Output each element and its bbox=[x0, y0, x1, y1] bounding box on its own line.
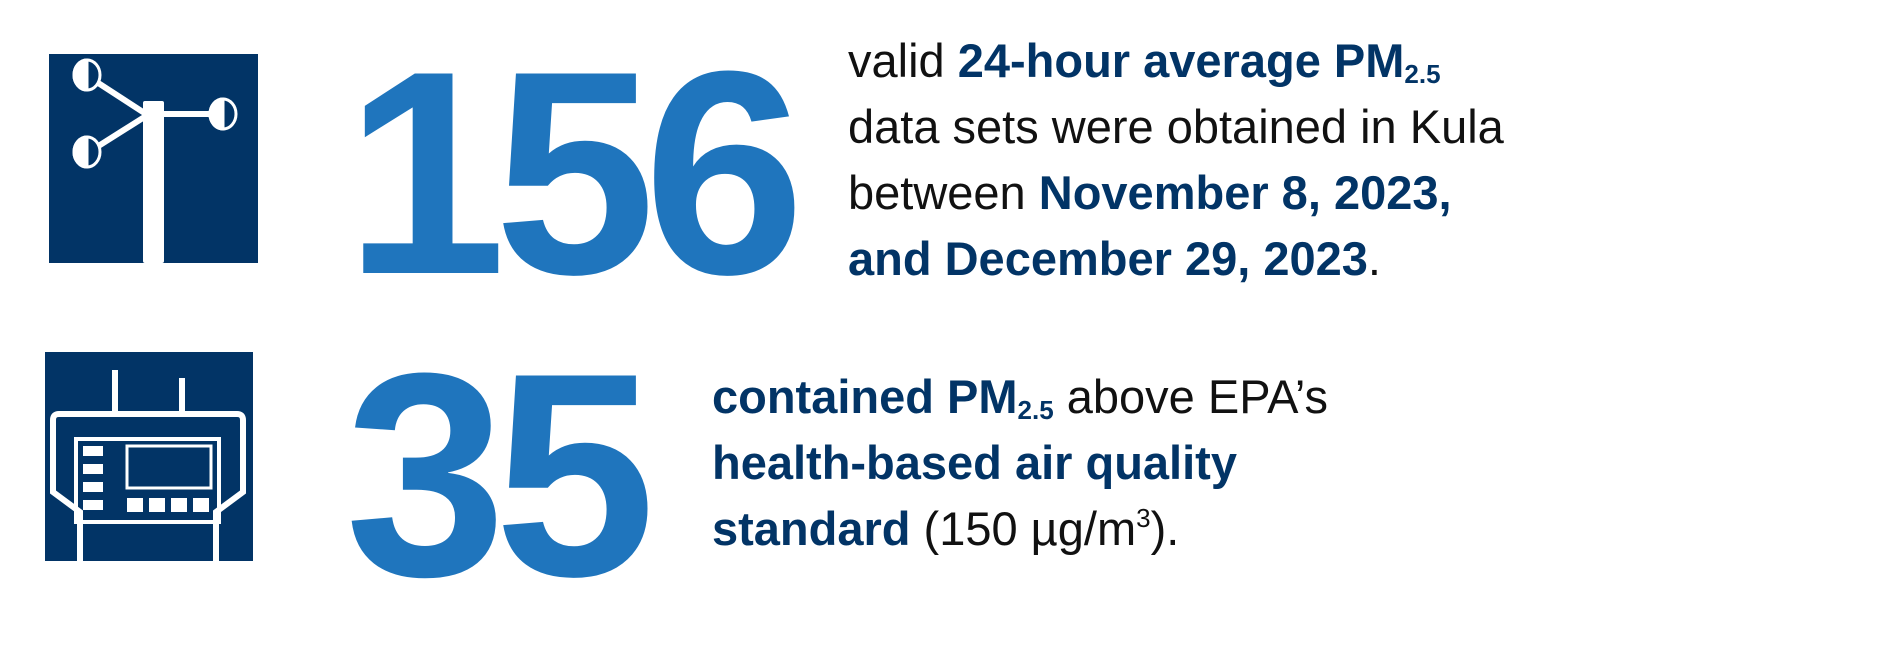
air-monitor-device-icon bbox=[45, 352, 253, 561]
stat-number-35: 35 bbox=[345, 313, 656, 637]
stat2-description: contained PM2.5 above EPA’s health-based… bbox=[712, 370, 1329, 555]
stat1-description: valid 24-hour average PM2.5 data sets we… bbox=[848, 34, 1504, 285]
anemometer-icon bbox=[49, 54, 258, 263]
stat-number-156: 156 bbox=[345, 11, 805, 335]
